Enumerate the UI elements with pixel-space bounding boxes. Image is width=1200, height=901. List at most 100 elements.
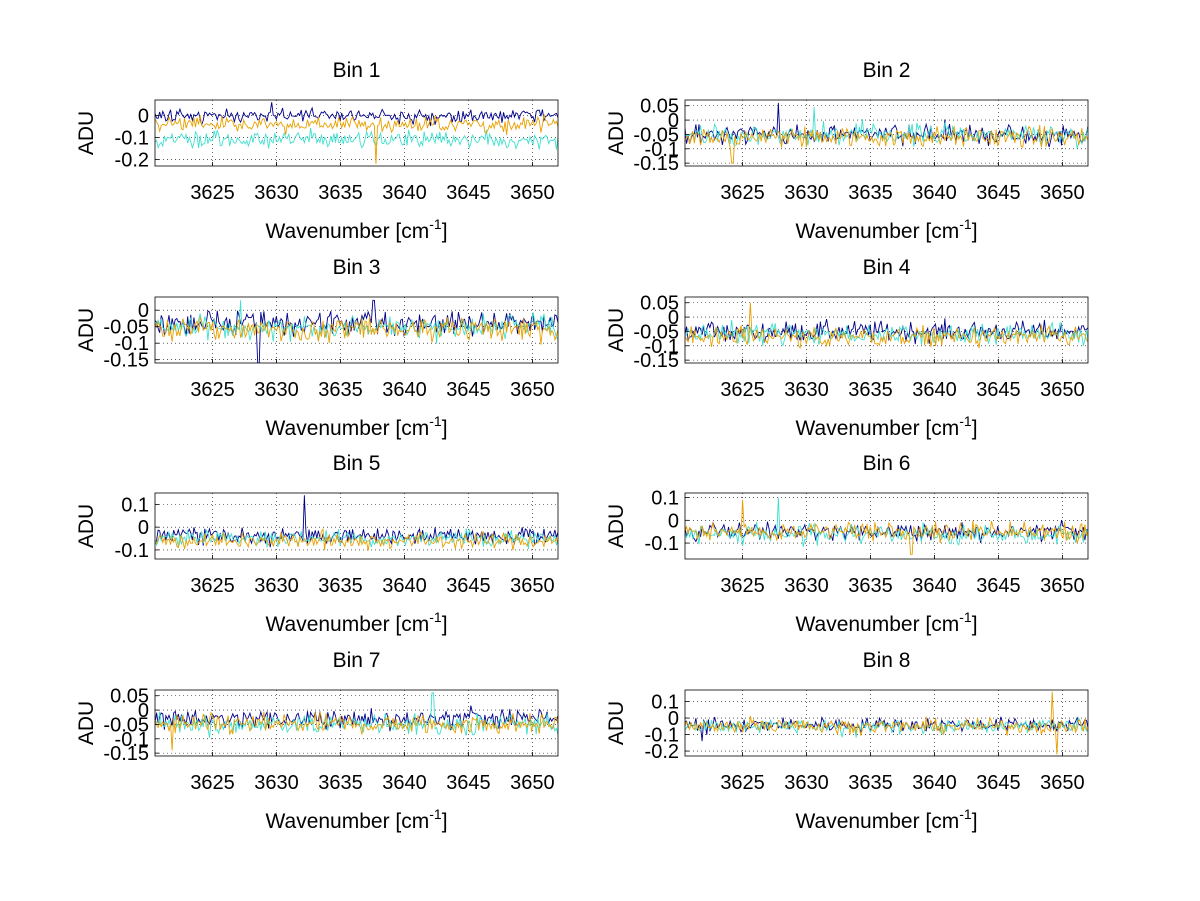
x-tick-label: 3640	[912, 182, 957, 204]
x-axis-label-main: Wavenumber [cm	[795, 417, 959, 440]
x-tick-label: 3650	[510, 772, 555, 794]
subplot-bin-1: 3625 3630 3635 3640 3645 3650 0-0.1-0.2 Bin 1 Wa…	[75, 59, 559, 243]
x-axis-label-sup: -1	[429, 609, 442, 625]
traces	[685, 302, 1088, 349]
y-tick-label: 0.1	[651, 488, 679, 510]
y-tick-label: 0	[138, 300, 149, 322]
y-tick-label: -0.05	[633, 124, 679, 146]
x-axis-label: Wavenumber [cm-1]	[265, 413, 447, 440]
x-tick-label: 3625	[190, 379, 235, 401]
y-tick-label: 0	[668, 110, 679, 132]
y-tick-label: -0.1	[115, 729, 149, 751]
y-tick-label: -0.15	[633, 153, 679, 175]
x-tick-label: 3625	[720, 182, 765, 204]
y-axis-label: ADU	[75, 504, 98, 548]
x-axis-label-end: ]	[972, 417, 978, 440]
x-tick-label: 3645	[976, 575, 1021, 597]
axes-box	[684, 492, 1089, 560]
x-axis-label: Wavenumber [cm-1]	[795, 609, 977, 636]
x-tick-label: 3635	[318, 772, 363, 794]
x-tick-label: 3650	[510, 182, 555, 204]
subplot-title: Bin 3	[333, 256, 381, 279]
x-tick-label: 3650	[1040, 575, 1085, 597]
y-tick-label: -0.05	[103, 714, 149, 736]
x-axis-label-end: ]	[442, 613, 448, 636]
subplot-title: Bin 6	[863, 452, 911, 475]
series-trace_c	[685, 302, 1088, 349]
y-axis-label: ADU	[605, 701, 628, 745]
y-tick-label: -0.1	[645, 139, 679, 161]
series-trace_c	[685, 691, 1088, 755]
x-axis-label-main: Wavenumber [cm	[265, 810, 429, 833]
x-axis-label-end: ]	[972, 613, 978, 636]
x-axis-label-end: ]	[442, 220, 448, 243]
y-tick-label: -0.15	[103, 350, 149, 372]
y-tick-label: 0.05	[640, 96, 679, 118]
subplot-title: Bin 1	[333, 59, 381, 82]
traces	[155, 495, 558, 551]
y-tick-label: 0	[138, 517, 149, 539]
y-tick-label: 0	[668, 510, 679, 532]
y-axis-label: ADU	[605, 111, 628, 155]
x-tick-label: 3640	[912, 772, 957, 794]
x-tick-label: 3630	[784, 575, 829, 597]
traces	[155, 102, 558, 164]
axes-box	[154, 296, 559, 364]
x-axis-label-sup: -1	[959, 806, 972, 822]
x-tick-label: 3645	[446, 772, 491, 794]
x-tick-label: 3645	[446, 182, 491, 204]
y-tick-label: -0.1	[115, 540, 149, 562]
y-tick-label: -0.2	[115, 149, 149, 171]
x-tick-label: 3640	[912, 575, 957, 597]
series-trace_a	[155, 299, 558, 363]
y-tick-label: -0.1	[645, 336, 679, 358]
x-tick-label: 3630	[254, 575, 299, 597]
x-tick-label: 3650	[1040, 772, 1085, 794]
x-axis-label: Wavenumber [cm-1]	[795, 216, 977, 243]
x-axis-label-main: Wavenumber [cm	[265, 613, 429, 636]
x-tick-label: 3625	[720, 772, 765, 794]
x-tick-label: 3630	[254, 379, 299, 401]
axes-box	[154, 99, 559, 167]
traces	[685, 497, 1088, 555]
x-tick-label: 3635	[318, 379, 363, 401]
y-tick-label: -0.1	[115, 127, 149, 149]
y-tick-label: 0	[138, 700, 149, 722]
traces	[685, 691, 1088, 755]
x-tick-label: 3650	[1040, 182, 1085, 204]
y-axis-label: ADU	[75, 308, 98, 352]
series-trace_c	[685, 499, 1088, 555]
series-trace_b	[155, 300, 558, 344]
y-tick-label: 0.05	[110, 686, 149, 708]
subplot-title: Bin 8	[863, 649, 911, 672]
y-axis-label: ADU	[75, 701, 98, 745]
subplot-title: Bin 5	[333, 452, 381, 475]
x-axis-label: Wavenumber [cm-1]	[265, 216, 447, 243]
y-tick-label: 0	[668, 708, 679, 730]
subplot-bin-8: 3625 3630 3635 3640 3645 3650 0.10-0.1-0.2 Bin …	[605, 649, 1089, 833]
x-axis-label-main: Wavenumber [cm	[265, 417, 429, 440]
x-axis-label-sup: -1	[429, 216, 442, 232]
subplot-bin-5: 3625 3630 3635 3640 3645 3650 0.10-0.1 Bin 5 Wav…	[75, 452, 559, 636]
x-tick-label: 3640	[382, 182, 427, 204]
x-axis-label: Wavenumber [cm-1]	[265, 609, 447, 636]
y-tick-label: -0.2	[645, 741, 679, 763]
subplot-bin-3: 3625 3630 3635 3640 3645 3650 0-0.05-0.1-0.15 B…	[75, 256, 559, 440]
y-tick-label: -0.1	[645, 725, 679, 747]
x-tick-label: 3630	[784, 772, 829, 794]
x-axis-label-main: Wavenumber [cm	[795, 810, 959, 833]
subplot-title: Bin 2	[863, 59, 911, 82]
subplot-bin-4: 3625 3630 3635 3640 3645 3650 0.050-0.05-0.1-0…	[605, 256, 1089, 440]
axes-box	[684, 689, 1089, 757]
x-tick-label: 3640	[382, 575, 427, 597]
x-axis-label-main: Wavenumber [cm	[795, 613, 959, 636]
x-tick-label: 3630	[254, 772, 299, 794]
series-trace_b	[685, 497, 1088, 548]
x-axis-label-sup: -1	[429, 413, 442, 429]
x-tick-label: 3645	[976, 379, 1021, 401]
series-trace_a	[685, 102, 1088, 148]
subplot-title: Bin 7	[333, 649, 381, 672]
y-tick-label: -0.05	[633, 321, 679, 343]
x-tick-label: 3625	[720, 575, 765, 597]
